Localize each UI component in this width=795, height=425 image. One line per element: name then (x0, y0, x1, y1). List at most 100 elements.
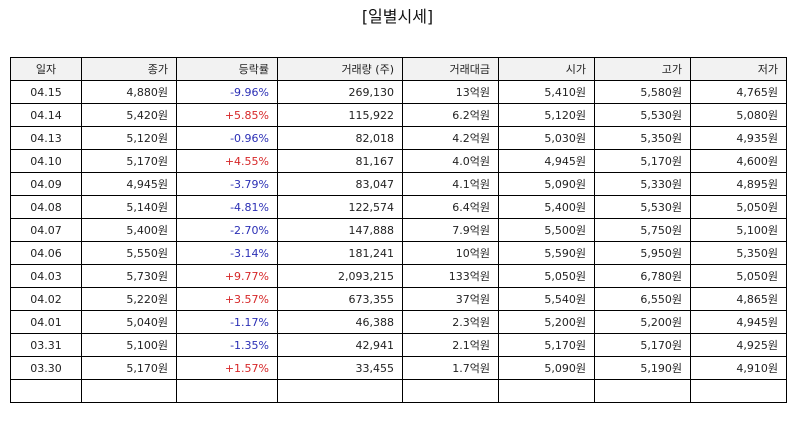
cell-high: 5,580원 (594, 80, 691, 104)
cell-volume: 2,093,215 (277, 264, 403, 288)
cell-volume: 147,888 (277, 218, 403, 242)
cell-amount: 10억원 (402, 241, 499, 265)
cell-change (176, 379, 278, 403)
cell-change: -0.96% (176, 126, 278, 150)
cell-low: 4,945원 (690, 310, 787, 334)
header-change: 등락률 (176, 57, 278, 81)
daily-price-table: 일자 종가 등락률 거래량 (주) 거래대금 시가 고가 저가 04.15 4,8… (10, 57, 787, 403)
cell-change: -1.17% (176, 310, 278, 334)
cell-close: 5,400원 (81, 218, 177, 242)
cell-close: 5,100원 (81, 333, 177, 357)
header-date: 일자 (10, 57, 82, 81)
cell-date: 04.03 (10, 264, 82, 288)
cell-change: -9.96% (176, 80, 278, 104)
header-close: 종가 (81, 57, 177, 81)
cell-open: 5,400원 (498, 195, 595, 219)
cell-date: 04.09 (10, 172, 82, 196)
table-row: 04.13 5,120원 -0.96% 82,018 4.2억원 5,030원 5,350원… (10, 126, 787, 150)
cell-change: -4.81% (176, 195, 278, 219)
cell-low: 5,050원 (690, 264, 787, 288)
cell-open: 5,200원 (498, 310, 595, 334)
cell-amount: 4.1억원 (402, 172, 499, 196)
cell-change: +4.55% (176, 149, 278, 173)
header-high: 고가 (594, 57, 691, 81)
header-open: 시가 (498, 57, 595, 81)
table-row: 04.01 5,040원 -1.17% 46,388 2.3억원 5,200원 5,200원… (10, 310, 787, 334)
cell-amount (402, 379, 499, 403)
cell-change: +9.77% (176, 264, 278, 288)
cell-volume: 122,574 (277, 195, 403, 219)
cell-volume (277, 379, 403, 403)
cell-low: 4,925원 (690, 333, 787, 357)
cell-open: 5,540원 (498, 287, 595, 311)
cell-high: 6,780원 (594, 264, 691, 288)
cell-open: 5,590원 (498, 241, 595, 265)
cell-amount: 6.4억원 (402, 195, 499, 219)
cell-close: 5,730원 (81, 264, 177, 288)
cell-date: 04.14 (10, 103, 82, 127)
cell-amount: 133억원 (402, 264, 499, 288)
header-amount: 거래대금 (402, 57, 499, 81)
cell-date: 04.07 (10, 218, 82, 242)
cell-amount: 4.0억원 (402, 149, 499, 173)
table-row: 04.06 5,550원 -3.14% 181,241 10억원 5,590원 5,950원… (10, 241, 787, 265)
cell-high: 5,170원 (594, 149, 691, 173)
cell-date: 04.15 (10, 80, 82, 104)
cell-close: 5,550원 (81, 241, 177, 265)
cell-low: 5,100원 (690, 218, 787, 242)
cell-high: 5,750원 (594, 218, 691, 242)
cell-date: 03.31 (10, 333, 82, 357)
cell-amount: 7.9억원 (402, 218, 499, 242)
cell-date: 04.06 (10, 241, 82, 265)
cell-change: +5.85% (176, 103, 278, 127)
cell-low: 5,050원 (690, 195, 787, 219)
cell-volume: 269,130 (277, 80, 403, 104)
cell-high (594, 379, 691, 403)
cell-close: 5,170원 (81, 356, 177, 380)
cell-low (690, 379, 787, 403)
cell-open (498, 379, 595, 403)
table-row: 04.14 5,420원 +5.85% 115,922 6.2억원 5,120원 5,530… (10, 103, 787, 127)
cell-low: 4,600원 (690, 149, 787, 173)
cell-close (81, 379, 177, 403)
cell-open: 5,500원 (498, 218, 595, 242)
cell-date: 04.10 (10, 149, 82, 173)
cell-close: 5,420원 (81, 103, 177, 127)
table-row: 03.30 5,170원 +1.57% 33,455 1.7억원 5,090원 5,190원… (10, 356, 787, 380)
cell-close: 5,140원 (81, 195, 177, 219)
cell-high: 5,350원 (594, 126, 691, 150)
cell-close: 5,170원 (81, 149, 177, 173)
cell-volume: 46,388 (277, 310, 403, 334)
cell-low: 5,080원 (690, 103, 787, 127)
cell-open: 5,090원 (498, 172, 595, 196)
cell-volume: 181,241 (277, 241, 403, 265)
cell-high: 5,170원 (594, 333, 691, 357)
table-row: 04.15 4,880원 -9.96% 269,130 13억원 5,410원 5,580원… (10, 80, 787, 104)
cell-amount: 37억원 (402, 287, 499, 311)
cell-date (10, 379, 82, 403)
table-row: 04.08 5,140원 -4.81% 122,574 6.4억원 5,400원 5,530… (10, 195, 787, 219)
cell-date: 04.13 (10, 126, 82, 150)
cell-change: -1.35% (176, 333, 278, 357)
cell-amount: 2.3억원 (402, 310, 499, 334)
cell-close: 5,120원 (81, 126, 177, 150)
cell-volume: 82,018 (277, 126, 403, 150)
cell-high: 5,530원 (594, 195, 691, 219)
cell-date: 03.30 (10, 356, 82, 380)
cell-open: 5,050원 (498, 264, 595, 288)
page-title: [일별시세] (361, 7, 434, 26)
cell-open: 5,170원 (498, 333, 595, 357)
cell-amount: 4.2억원 (402, 126, 499, 150)
cell-change: +3.57% (176, 287, 278, 311)
cell-date: 04.02 (10, 287, 82, 311)
cell-amount: 1.7억원 (402, 356, 499, 380)
cell-open: 5,090원 (498, 356, 595, 380)
cell-volume: 33,455 (277, 356, 403, 380)
cell-open: 5,030원 (498, 126, 595, 150)
cell-high: 5,330원 (594, 172, 691, 196)
cell-low: 4,910원 (690, 356, 787, 380)
cell-low: 4,765원 (690, 80, 787, 104)
cell-amount: 13억원 (402, 80, 499, 104)
cell-high: 5,530원 (594, 103, 691, 127)
cell-change: -3.14% (176, 241, 278, 265)
